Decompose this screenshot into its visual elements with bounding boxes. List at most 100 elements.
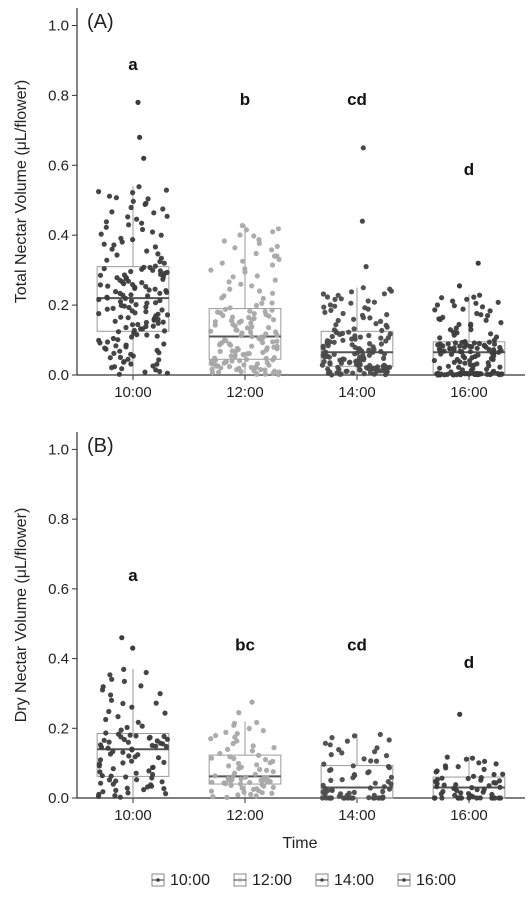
data-point <box>125 214 131 220</box>
data-point <box>101 737 107 743</box>
data-point <box>331 327 337 333</box>
data-point <box>474 787 480 793</box>
data-point <box>319 795 326 801</box>
data-point <box>113 343 119 349</box>
data-point <box>460 353 466 359</box>
data-point <box>251 315 257 322</box>
significance-letter: b <box>240 90 250 109</box>
data-point <box>110 748 116 755</box>
data-point <box>210 794 216 800</box>
data-point <box>323 349 329 355</box>
data-point <box>159 779 165 785</box>
data-point <box>452 792 458 798</box>
outlier-point <box>249 699 255 705</box>
box-group-1200: bc <box>208 636 282 801</box>
data-point <box>161 786 167 792</box>
data-point <box>235 760 242 767</box>
data-point <box>352 333 358 339</box>
data-point <box>97 769 103 775</box>
data-point <box>325 366 331 372</box>
data-point <box>335 317 341 324</box>
y-axis-title: Total Nectar Volume (μL/flower) <box>13 80 30 304</box>
data-point <box>228 782 234 789</box>
data-point <box>387 364 393 370</box>
data-point <box>251 233 257 239</box>
data-point <box>146 768 152 774</box>
data-point <box>111 242 117 248</box>
data-point <box>320 291 326 297</box>
data-point <box>126 753 132 759</box>
data-point <box>466 791 472 797</box>
data-point <box>329 735 335 741</box>
data-point <box>366 352 372 358</box>
data-point <box>147 734 153 741</box>
legend-label: 14:00 <box>334 872 374 889</box>
data-point <box>120 700 126 707</box>
data-point <box>357 334 363 340</box>
outlier-point <box>130 645 136 651</box>
data-point <box>336 747 342 753</box>
data-point <box>476 340 482 347</box>
data-point <box>260 295 266 302</box>
data-point <box>440 314 446 320</box>
data-point <box>103 716 109 723</box>
data-point <box>163 743 169 750</box>
data-point <box>243 356 250 362</box>
data-point <box>271 355 277 361</box>
data-point <box>139 280 145 286</box>
data-point <box>155 320 161 326</box>
data-point <box>380 794 386 800</box>
data-point <box>350 763 356 769</box>
data-point <box>223 359 229 365</box>
data-point <box>112 793 118 799</box>
data-point <box>139 226 146 233</box>
data-point <box>150 764 156 770</box>
data-point <box>460 306 466 312</box>
data-point <box>441 782 447 788</box>
legend-item-1400: 14:00 <box>315 872 374 889</box>
significance-letter: cd <box>347 90 367 109</box>
data-point <box>452 340 458 346</box>
data-point <box>105 283 111 289</box>
data-point <box>104 257 110 263</box>
data-point <box>135 321 141 328</box>
data-point <box>100 684 106 690</box>
panel-b-dry-nectar: 0.0 0.2 0.4 0.6 0.8 1.0 10:00 12:00 14:00 16:00 Dr… <box>13 432 525 824</box>
legend-key-point <box>156 878 160 882</box>
data-point <box>328 767 334 773</box>
data-point <box>164 269 170 275</box>
data-point <box>104 306 110 312</box>
data-point <box>264 359 270 366</box>
data-point <box>473 300 479 306</box>
data-point <box>110 335 116 342</box>
data-point <box>346 790 352 796</box>
data-point <box>115 731 122 737</box>
data-point <box>270 339 276 345</box>
data-point <box>322 309 328 315</box>
data-point <box>360 352 366 358</box>
data-point <box>241 789 247 795</box>
data-point <box>105 745 111 751</box>
data-point <box>351 326 357 332</box>
data-point <box>160 319 166 325</box>
data-point <box>351 316 357 322</box>
legend-key-point <box>320 878 324 882</box>
data-point <box>161 733 167 740</box>
x-tick-label: 14:00 <box>338 384 376 401</box>
data-point <box>338 791 344 797</box>
data-point <box>470 773 477 779</box>
data-point <box>381 351 388 357</box>
data-point <box>320 782 326 788</box>
data-point <box>493 761 499 767</box>
data-point <box>240 351 246 358</box>
data-point <box>271 368 278 374</box>
data-point <box>118 314 124 320</box>
data-point <box>276 369 282 375</box>
data-point <box>243 227 250 233</box>
data-point <box>227 754 233 760</box>
data-point <box>347 359 353 365</box>
data-point <box>121 678 127 685</box>
data-point <box>447 327 453 333</box>
data-point <box>230 321 236 328</box>
data-point <box>128 292 134 298</box>
